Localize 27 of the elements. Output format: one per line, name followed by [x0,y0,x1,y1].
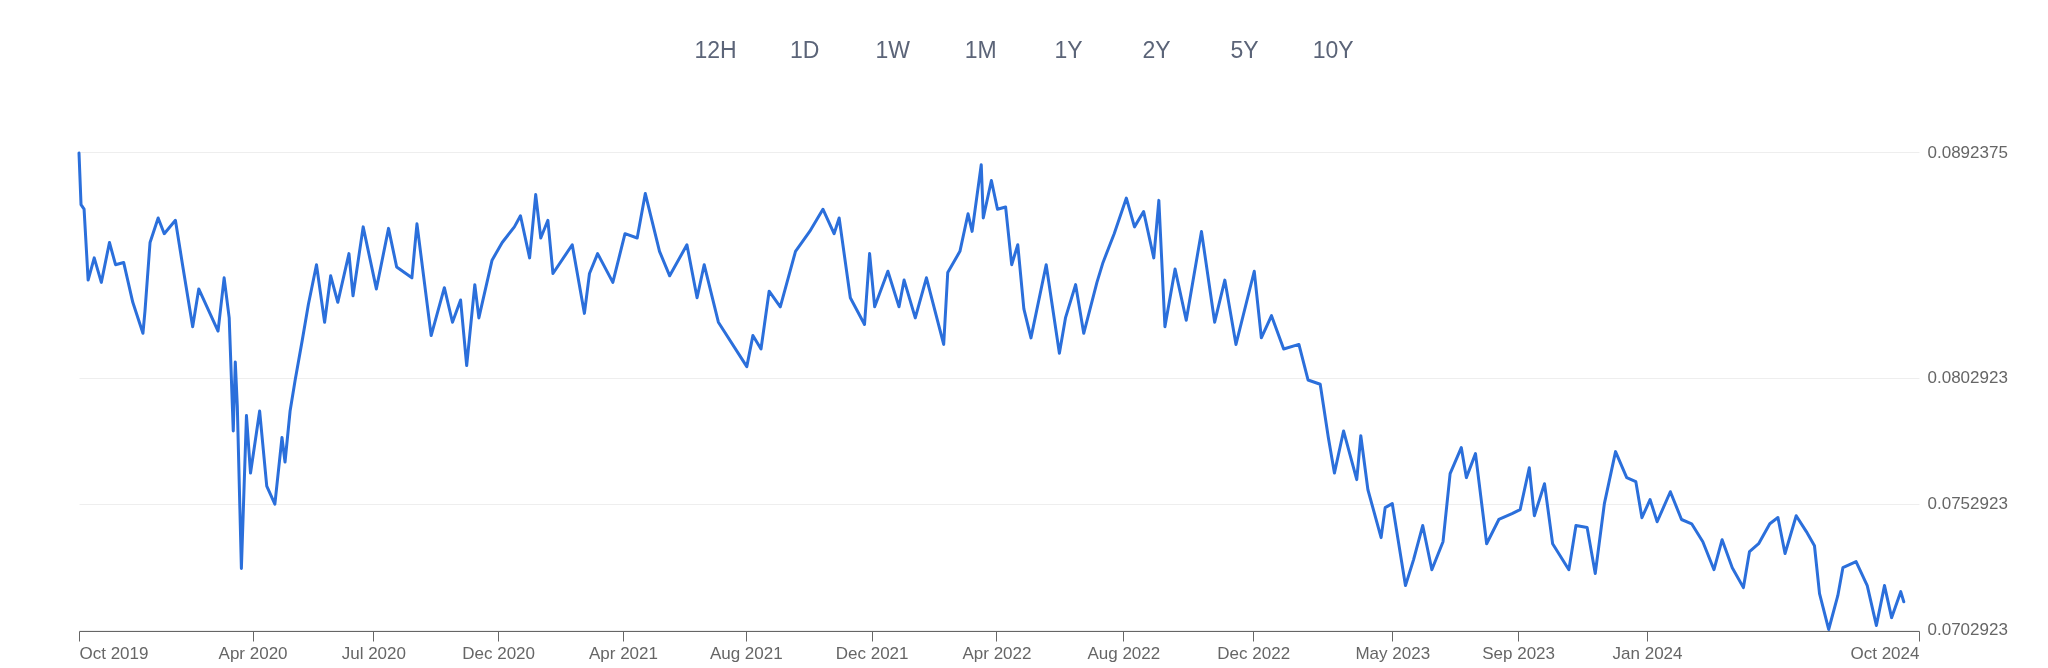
text: 1Y [1028,26,1109,74]
x-tick-label: Oct 2019 [79,643,149,663]
x-tick-label: Jan 2024 [1612,643,1683,663]
y-tick-label: 0.0702923 [1927,620,2008,640]
text: 2Y [1116,26,1197,74]
x-tick-label: Apr 2022 [962,643,1032,663]
x-tick-label: Sep 2023 [1482,643,1556,663]
x-tick-label: Aug 2021 [709,643,783,663]
x-tick-label: Dec 2021 [835,643,909,663]
y-tick-label: 0.0802923 [1927,368,2008,388]
x-tick-label: Aug 2022 [1087,643,1161,663]
x-tick-label: May 2023 [1355,643,1431,663]
y-tick-label: 0.0892375 [1927,142,2008,162]
text: 1W [852,26,933,74]
x-tick-label: Dec 2022 [1217,643,1291,663]
x-tick-label: Apr 2020 [218,643,288,663]
text: 5Y [1204,26,1285,74]
x-tick-label: Jul 2020 [341,643,406,663]
text: 1M [940,26,1021,74]
text: 12H [674,26,757,74]
line-series [77,151,1906,631]
x-tick-label: Apr 2021 [588,643,658,663]
y-tick-label: 0.0752923 [1927,494,2008,514]
x-tick-label: Dec 2020 [462,643,536,663]
x-tick-label: Oct 2024 [1850,643,1920,663]
text: 1D [764,26,845,74]
text: 10Y [1292,26,1374,74]
